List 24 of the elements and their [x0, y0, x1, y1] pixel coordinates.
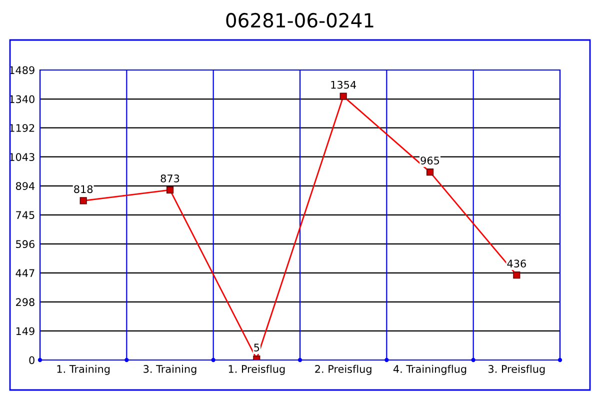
x-tick-label: 4. Trainingflug — [393, 364, 466, 375]
x-tick-label: 1. Preisflug — [228, 364, 285, 375]
data-label: 436 — [507, 260, 526, 268]
y-tick-label: 596 — [16, 240, 34, 248]
y-tick-label: 149 — [16, 327, 34, 336]
data-label: 1354 — [331, 80, 356, 89]
x-tick-label: 2. Preisflug — [315, 364, 372, 375]
chart-title: 06281-06-0241 — [226, 12, 374, 28]
x-tick-label: 3. Training — [144, 364, 196, 375]
y-tick-label: 1489 — [10, 66, 34, 74]
y-tick-label: 298 — [16, 298, 34, 306]
y-tick-label: 447 — [16, 269, 34, 277]
data-label: 5 — [254, 344, 260, 352]
y-tick-label: 745 — [16, 211, 34, 220]
y-tick-label: 1192 — [10, 124, 34, 132]
y-tick-label: 1340 — [10, 95, 34, 104]
data-label: 873 — [160, 174, 180, 182]
y-tick-label: 1043 — [10, 153, 34, 161]
y-tick-label: 0 — [29, 356, 34, 364]
x-tick-label: 1. Training — [57, 364, 110, 375]
data-label: 818 — [74, 185, 93, 194]
data-label: 965 — [420, 156, 440, 164]
y-tick-label: 894 — [16, 182, 35, 190]
x-tick-label: 3. Preisflug — [488, 364, 545, 375]
